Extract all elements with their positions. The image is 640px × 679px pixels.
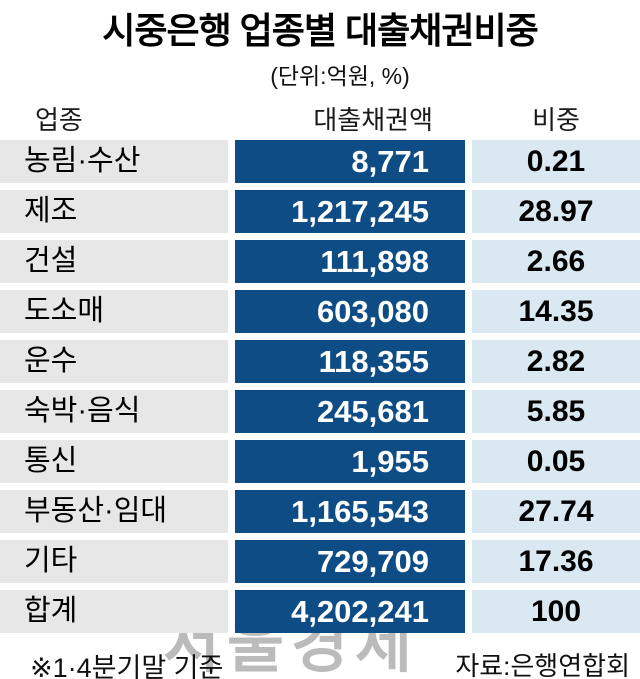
table-row: 숙박·음식 245,681 5.85 [0,390,640,433]
table-row: 건설 111,898 2.66 [0,240,640,283]
industry-label: 통신 [0,440,228,483]
column-header-share: 비중 [532,105,580,135]
loan-amount: 118,355 [235,340,465,383]
loan-amount: 8,771 [235,140,465,183]
loan-amount: 603,080 [235,290,465,333]
loan-amount: 1,955 [235,440,465,483]
table-row: 도소매 603,080 14.35 [0,290,640,333]
loan-amount: 729,709 [235,540,465,583]
share-percent: 17.36 [472,540,640,583]
chart-title: 시중은행 업종별 대출채권비중 [102,10,539,51]
industry-label: 제조 [0,190,228,233]
share-percent: 28.97 [472,190,640,233]
loan-amount: 1,217,245 [235,190,465,233]
unit-note: (단위:억원, %) [270,63,410,89]
table-row: 부동산·임대 1,165,543 27.74 [0,490,640,533]
share-percent: 0.21 [472,140,640,183]
loan-amount: 245,681 [235,390,465,433]
table-row: 통신 1,955 0.05 [0,440,640,483]
share-percent: 100 [472,590,640,633]
industry-label: 농림·수산 [0,140,228,183]
share-percent: 5.85 [472,390,640,433]
industry-label: 숙박·음식 [0,390,228,433]
industry-label: 기타 [0,540,228,583]
industry-label: 건설 [0,240,228,283]
industry-label: 합계 [0,590,228,633]
source-credit: 자료:은행연합회 [455,651,630,679]
table-row-total: 합계 4,202,241 100 [0,590,640,633]
loan-amount: 111,898 [235,240,465,283]
table-row: 제조 1,217,245 28.97 [0,190,640,233]
table-row: 운수 118,355 2.82 [0,340,640,383]
footnote: ※1·4분기말 기준 [30,653,224,679]
column-header-industry: 업종 [35,105,83,135]
industry-label: 부동산·임대 [0,490,228,533]
loan-amount: 1,165,543 [235,490,465,533]
column-header-amount: 대출채권액 [313,105,433,135]
share-percent: 27.74 [472,490,640,533]
industry-label: 도소매 [0,290,228,333]
loan-amount: 4,202,241 [235,590,465,633]
share-percent: 2.66 [472,240,640,283]
industry-label: 운수 [0,340,228,383]
share-percent: 14.35 [472,290,640,333]
table-row: 농림·수산 8,771 0.21 [0,140,640,183]
table-row: 기타 729,709 17.36 [0,540,640,583]
share-percent: 0.05 [472,440,640,483]
share-percent: 2.82 [472,340,640,383]
